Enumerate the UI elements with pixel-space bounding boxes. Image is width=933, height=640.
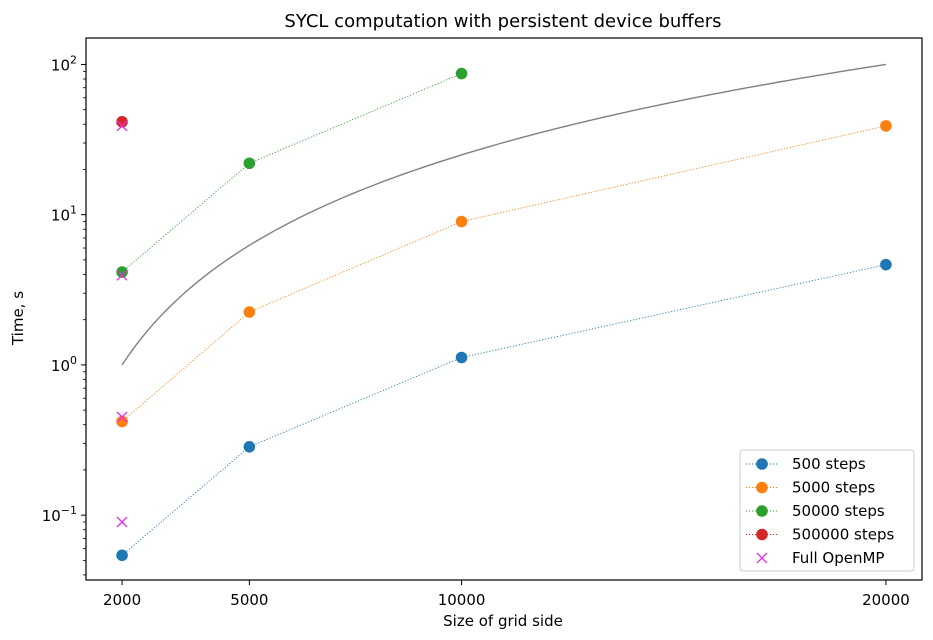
legend-label: 500 steps (792, 455, 866, 473)
series-full-openmp-point (116, 269, 128, 281)
legend-label: 500000 steps (792, 526, 894, 544)
legend-marker (756, 481, 768, 494)
legend-label: Full OpenMP (792, 549, 884, 567)
series-50000-steps-point (116, 266, 128, 278)
series-full-openmp-point (116, 411, 128, 423)
legend-marker (756, 505, 768, 517)
x-tick-label: 5000 (230, 591, 268, 609)
plot-frame (85, 37, 923, 581)
x-tick-label: 2000 (103, 591, 141, 609)
chart-title: SYCL computation with persistent device … (284, 11, 721, 32)
series-50000-steps-point (455, 67, 468, 80)
legend-marker (756, 458, 768, 470)
series-500-steps-point (455, 351, 468, 364)
y-tick-label: 102 (51, 53, 77, 74)
legend-entry: 500000 steps (746, 526, 894, 544)
series-50000-steps-point (243, 157, 256, 170)
series-full-openmp-point (116, 516, 128, 528)
legend: 500 steps 5000 steps 50000 steps 500000 ste… (739, 449, 915, 572)
y-tick-label: 10−1 (42, 504, 77, 525)
series-500-steps-point (116, 549, 128, 562)
legend-box (739, 449, 915, 572)
legend-entry: Full OpenMP (756, 549, 884, 567)
legend-label: 50000 steps (792, 502, 885, 520)
series-5000-steps-point (455, 215, 468, 228)
y-axis-ticks: 10−1 100 101 102 (42, 53, 86, 576)
y-tick-label: 100 (51, 354, 77, 375)
legend-entry: 500 steps (746, 455, 866, 473)
reference-curve (121, 63, 887, 366)
legend-label: 5000 steps (792, 479, 875, 497)
series-500-steps-line (121, 264, 887, 556)
legend-entry: 50000 steps (746, 502, 885, 520)
plot-marks (116, 63, 892, 562)
x-tick-label: 20000 (862, 591, 910, 609)
series-5000-steps-point (116, 415, 128, 428)
series-5000-steps-point (243, 306, 256, 318)
x-axis-ticks: 2000 5000 10000 20000 (103, 580, 910, 609)
series-50000-steps-line (121, 73, 462, 273)
legend-marker (756, 528, 768, 541)
legend-marker (756, 552, 768, 564)
x-axis-label: Size of grid side (443, 612, 563, 630)
x-tick-label: 10000 (438, 591, 486, 609)
series-500-steps-point (243, 441, 256, 453)
series-500-steps-point (880, 258, 892, 271)
series-full-openmp-point (116, 120, 128, 132)
series-5000-steps-line (121, 125, 887, 422)
legend-entry: 5000 steps (746, 479, 875, 497)
series-500000-steps-point (116, 116, 128, 128)
y-axis-label: Time, s (9, 291, 27, 346)
y-tick-label: 101 (51, 204, 77, 225)
series-5000-steps-point (880, 120, 892, 132)
